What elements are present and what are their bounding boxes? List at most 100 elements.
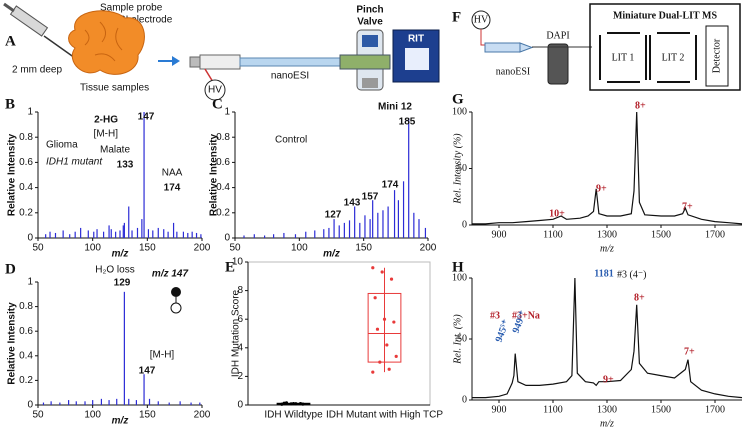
tissue-label: Tissue samples — [80, 83, 149, 94]
x-tick-label: 150 — [139, 243, 156, 254]
pinch-label: Pinch — [356, 5, 383, 16]
annotation: Control — [275, 135, 307, 146]
x-tick-label: 100 — [84, 410, 101, 421]
y-tick-label: 0.2 — [216, 207, 230, 218]
detector-label: Detector — [711, 38, 722, 73]
annotation: 9+ — [603, 374, 614, 385]
x-tick-label: 900 — [492, 404, 507, 415]
x-tick-label: 1700 — [705, 229, 725, 240]
panel-label: B — [5, 96, 15, 112]
nanoesi-probe — [189, 54, 341, 101]
data-point — [371, 266, 375, 270]
annotation: 157 — [362, 192, 379, 203]
x-tick-label: IDH Wildtype — [264, 410, 323, 421]
data-point — [378, 360, 382, 364]
y-tick-label: 10 — [232, 257, 244, 268]
dapi-label: DAPI — [546, 30, 569, 41]
spectrum-line — [472, 277, 743, 399]
y-tick-label: 0.6 — [19, 157, 33, 168]
annotation: 7+ — [682, 201, 693, 212]
annotation: Glioma — [46, 140, 78, 151]
chart-panel: D 0 0.2 0.4 0.6 0.8 1 Relative Intensity 50 100 15… — [5, 261, 211, 426]
annotation: 7+ — [684, 346, 695, 357]
x-tick-label: 1500 — [651, 404, 671, 415]
x-tick-label: 1300 — [597, 404, 617, 415]
annotation: 10+ — [549, 208, 565, 219]
panel-label: E — [225, 259, 235, 275]
annotation: H₂O loss — [95, 265, 134, 276]
y-axis-label: Rel. Int. (%) — [452, 314, 463, 365]
panel-label: G — [452, 91, 464, 107]
dapi-valve — [547, 43, 569, 85]
y-tick-label: 2 — [237, 371, 243, 382]
y-tick-label: 0 — [237, 400, 243, 411]
y-axis-label: IDH Mutation Score — [231, 289, 242, 377]
rit-window — [405, 48, 429, 70]
y-tick-label: 100 — [452, 106, 467, 117]
pinch-valve — [339, 29, 391, 91]
panel-label: F — [452, 9, 461, 25]
y-tick-label: 0.8 — [19, 301, 33, 312]
y-tick-label: 0 — [224, 233, 230, 244]
y-tick-label: 0 — [462, 394, 467, 405]
data-point — [389, 277, 394, 281]
y-tick-label: 0 — [27, 233, 33, 244]
y-tick-label: 6 — [237, 314, 243, 325]
annotation: 143 — [344, 198, 361, 209]
annotation: 9+ — [596, 183, 607, 194]
y-tick-label: 8 — [237, 285, 243, 296]
y-tick-label: 0.4 — [19, 182, 33, 193]
y-tick-label: 1 — [27, 107, 33, 118]
ms-title: Miniature Dual-LIT MS — [613, 10, 718, 21]
y-tick-label: 100 — [452, 272, 467, 283]
annotation: 147 — [138, 112, 155, 123]
annotation: #3 — [490, 310, 500, 321]
y-tick-label: 0.6 — [216, 157, 230, 168]
data-point — [289, 402, 293, 406]
x-tick-label: 1300 — [597, 229, 617, 240]
x-tick-label: 100 — [291, 243, 308, 254]
y-tick-label: 0 — [27, 400, 33, 411]
x-tick-label: 1100 — [543, 229, 563, 240]
chart-panel: H 0 50 100 Rel. Int. (%) 900 1100 1300 1500 1700 m… — [452, 259, 743, 429]
lit-electrodes — [599, 32, 697, 83]
data-point — [294, 402, 298, 406]
arrow — [158, 56, 180, 66]
syringe — [3, 2, 76, 59]
annotation: 133 — [117, 160, 134, 171]
data-point — [385, 343, 389, 347]
x-axis-label: m/z — [112, 416, 129, 427]
x-tick-label: 50 — [32, 410, 44, 421]
chart-panel: G 0 50 100 Rel. Intensity (%) 900 1100 1300 1500… — [452, 91, 743, 254]
y-tick-label: 50 — [457, 333, 467, 344]
chart-panel: B 0 0.2 0.4 0.6 0.8 1 Relative Intensity 50 100 15… — [5, 96, 211, 259]
data-point — [382, 317, 387, 321]
panel-label: D — [5, 261, 16, 277]
x-tick-label: 200 — [194, 410, 211, 421]
y-tick-label: 4 — [237, 342, 243, 353]
annotation: 1181 — [594, 268, 613, 279]
y-axis-label: Relative Intensity — [7, 302, 18, 385]
annotation: 129 — [114, 278, 131, 289]
data-point — [284, 401, 289, 405]
x-axis-label: m/z — [600, 418, 614, 429]
spectrum-line — [472, 111, 743, 225]
y-tick-label: 1 — [27, 277, 33, 288]
panel-label: A — [5, 33, 16, 49]
y-tick-label: 0.8 — [216, 132, 230, 143]
lit1-label: LIT 1 — [612, 52, 635, 63]
x-tick-label: 1100 — [543, 404, 563, 415]
annotation: IDH1 mutant — [46, 157, 103, 168]
fragment-icon — [170, 302, 182, 314]
y-tick-label: 0 — [462, 219, 467, 230]
data-point — [394, 354, 398, 358]
chart-panel: E 0 2 4 6 8 10 IDH Mutation Score IDH Wildtype ID… — [225, 257, 443, 421]
probe-label: Sample probe — [100, 3, 163, 14]
x-tick-label: 200 — [194, 243, 211, 254]
y-tick-label: 0.4 — [19, 350, 33, 361]
x-tick-label: IDH Mutant with High TCP — [326, 410, 443, 421]
brain-folds — [84, 21, 123, 62]
x-tick-label: 200 — [420, 243, 437, 254]
brain — [68, 10, 145, 75]
box — [367, 292, 402, 363]
